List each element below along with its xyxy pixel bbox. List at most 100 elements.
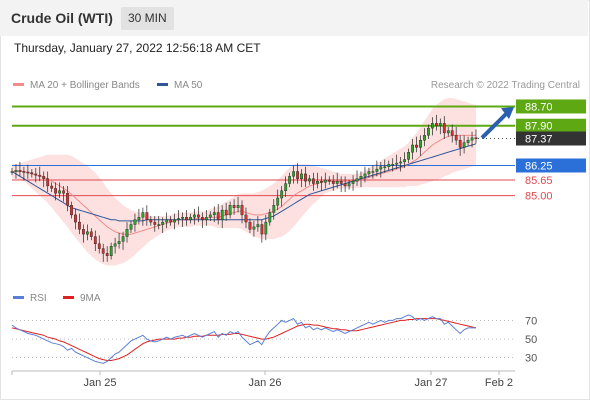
- candle: [335, 180, 339, 184]
- level-value-text: 88.70: [525, 101, 553, 113]
- candle: [375, 168, 379, 172]
- candle: [228, 205, 232, 216]
- candle: [387, 164, 391, 167]
- candle: [58, 190, 62, 194]
- candle: [34, 173, 38, 176]
- candle: [10, 171, 14, 173]
- candle: [224, 209, 228, 216]
- x-tick-label: Feb 2: [485, 377, 513, 389]
- candle: [359, 176, 363, 179]
- candle: [204, 217, 208, 220]
- legend-label-rsi: RSI: [30, 293, 47, 304]
- candle: [22, 171, 26, 173]
- candle: [327, 179, 331, 182]
- candle: [347, 183, 351, 187]
- candle: [312, 178, 315, 184]
- candle: [268, 212, 272, 223]
- candle: [288, 176, 291, 184]
- candle: [458, 139, 462, 148]
- bollinger-band: [12, 98, 476, 266]
- candle: [38, 174, 42, 177]
- candle: [192, 214, 196, 218]
- candle: [446, 130, 450, 134]
- candle: [248, 221, 252, 230]
- candle: [189, 217, 192, 220]
- candle: [252, 226, 256, 230]
- legend-label-9ma: 9MA: [80, 293, 101, 304]
- candle: [109, 245, 113, 256]
- candle: [232, 205, 236, 208]
- legend-item-bollinger: MA 20 + Bollinger Bands: [13, 80, 140, 91]
- candle: [379, 166, 383, 170]
- candle: [161, 221, 165, 225]
- candle: [97, 243, 101, 249]
- ma20-line: [12, 134, 476, 235]
- level-value-text: 85.65: [525, 175, 553, 187]
- chart-header: Crude Oil (WTI) 30 MIN: [0, 0, 588, 36]
- legend-label-ma50: MA 50: [174, 80, 203, 91]
- candle: [343, 183, 347, 187]
- candle: [18, 170, 22, 172]
- candle: [308, 178, 311, 182]
- ma50-line: [11, 143, 477, 222]
- trend-arrow-head: [501, 107, 514, 120]
- candle: [462, 142, 466, 148]
- candle: [383, 166, 387, 168]
- candle: [470, 137, 474, 141]
- candle: [423, 135, 426, 141]
- candle: [117, 241, 121, 244]
- candle: [260, 224, 264, 235]
- candle: [216, 212, 220, 220]
- candle: [26, 171, 30, 174]
- candle: [62, 190, 66, 194]
- candle: [212, 212, 216, 216]
- candle: [292, 171, 295, 177]
- candle: [280, 190, 284, 199]
- candle: [438, 123, 442, 126]
- candle: [173, 219, 176, 223]
- level-label-88-70: 88.70: [516, 99, 586, 114]
- x-tick-label: Jan 27: [414, 377, 447, 389]
- candle: [42, 176, 46, 179]
- legend-item-9ma: 9MA: [63, 293, 101, 304]
- candle: [474, 137, 478, 140]
- candle: [320, 180, 323, 183]
- candle: [141, 212, 145, 218]
- candle: [323, 179, 327, 183]
- candle: [244, 214, 248, 223]
- legend-swatch-9ma: [63, 295, 74, 299]
- interval-selector[interactable]: 30 MIN: [121, 7, 174, 30]
- level-badge: [516, 158, 586, 173]
- candle: [149, 219, 153, 223]
- candle: [419, 139, 422, 148]
- candle: [363, 173, 367, 177]
- candle: [450, 130, 454, 136]
- candle: [355, 178, 359, 182]
- candle: [240, 205, 244, 216]
- candle: [157, 224, 161, 226]
- candle: [391, 164, 395, 166]
- candle: [81, 229, 85, 235]
- level-value-text: 87.90: [525, 121, 553, 133]
- candle: [185, 217, 188, 220]
- legend-label-bollinger: MA 20 + Bollinger Bands: [30, 80, 140, 91]
- level-badge: [516, 99, 586, 114]
- candle: [284, 183, 288, 192]
- candle: [77, 221, 81, 230]
- legend-item-ma50: MA 50: [157, 80, 202, 91]
- candle: [296, 171, 299, 179]
- candle: [93, 236, 97, 245]
- level-badge: [516, 118, 586, 133]
- level-label-87-37: 87.37: [516, 131, 586, 146]
- chart-datetime: Thursday, January 27, 2022 12:56:18 AM C…: [14, 41, 261, 55]
- candle: [70, 205, 73, 216]
- candle: [208, 214, 212, 218]
- candle: [442, 123, 446, 134]
- candle: [399, 161, 403, 164]
- candle: [133, 219, 137, 225]
- instrument-title: Crude Oil (WTI): [11, 10, 113, 26]
- candle: [129, 224, 133, 230]
- trend-arrow-shaft: [480, 111, 509, 140]
- copyright-text: Research © 2022 Trading Central: [430, 80, 580, 91]
